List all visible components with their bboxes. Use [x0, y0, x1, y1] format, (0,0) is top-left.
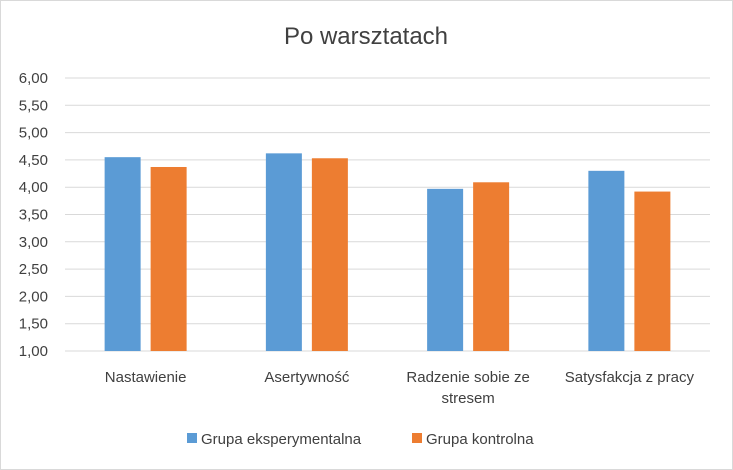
y-tick-label: 4,00	[19, 179, 48, 196]
y-tick-label: 4,50	[19, 152, 48, 169]
y-tick-label: 2,00	[19, 288, 48, 305]
legend-label: Grupa kontrolna	[426, 431, 534, 448]
y-tick-label: 3,00	[19, 234, 48, 251]
bar	[150, 166, 187, 351]
x-category-label: Radzenie sobie ze stresem	[406, 369, 529, 407]
y-axis-ticks: 1,00 1,50 2,00 2,50 3,00 3,50 4,00 4,50 5,00 5,50…	[19, 70, 48, 360]
legend-swatch	[187, 433, 197, 443]
chart-title: Po warsztatach	[284, 23, 448, 50]
bar	[473, 182, 510, 351]
bar	[104, 157, 141, 351]
y-tick-label: 3,50	[19, 207, 48, 224]
y-tick-label: 6,00	[19, 70, 48, 87]
bar	[265, 153, 302, 351]
bar	[634, 191, 671, 351]
y-tick-label: 5,00	[19, 125, 48, 142]
x-category-label: Satysfakcja z pracy	[565, 369, 695, 386]
x-axis-categories: Nastawienie Asertywność Radzenie sobie ze s…	[105, 369, 695, 407]
legend-swatch	[412, 433, 422, 443]
bars	[104, 153, 671, 351]
legend-label: Grupa eksperymentalna	[201, 431, 362, 448]
y-tick-label: 5,50	[19, 97, 48, 114]
y-tick-label: 2,50	[19, 261, 48, 278]
y-tick-label: 1,00	[19, 343, 48, 360]
bar	[427, 188, 464, 351]
bar	[588, 170, 625, 351]
legend: Grupa eksperymentalna Grupa kontrolna	[187, 431, 534, 448]
bar	[311, 158, 348, 351]
x-category-label: Asertywność	[264, 369, 350, 386]
x-category-label: Nastawienie	[105, 369, 187, 386]
y-tick-label: 1,50	[19, 316, 48, 333]
